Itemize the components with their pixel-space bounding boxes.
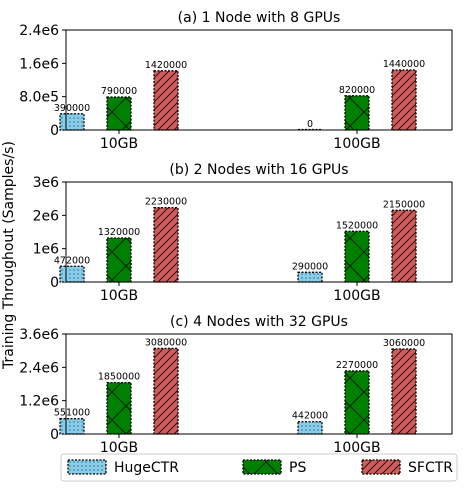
- y-tick-label: 0: [50, 427, 59, 443]
- data-label: 1520000: [336, 220, 378, 231]
- data-label: 3080000: [145, 337, 187, 348]
- legend-entry-ps: PS: [242, 459, 306, 476]
- data-label: 2230000: [145, 197, 187, 208]
- legend-label: SFCTR: [408, 460, 453, 476]
- data-label: 1320000: [98, 227, 140, 238]
- y-tick-label: 2.4e6: [19, 23, 59, 39]
- y-tick-label: 2.4e6: [19, 360, 59, 376]
- x-tick-label: 100GB: [333, 288, 380, 304]
- legend: HugeCTR PS SFCTR: [60, 453, 458, 482]
- data-label: 290000: [292, 261, 328, 272]
- bar-ps-100gb: [344, 370, 370, 435]
- plot-frame: [65, 333, 453, 435]
- data-label: 820000: [339, 85, 375, 96]
- chart-panel-3: (c) 4 Nodes with 32 GPUs 0 1.2e6 2.4e6 3.6e6…: [19, 314, 453, 456]
- plot-frame: [65, 29, 453, 131]
- bar-ps-10gb: [106, 381, 132, 435]
- bar-ps-10gb: [106, 237, 132, 283]
- x-tick-label: 10GB: [100, 440, 138, 456]
- x-tick-label: 100GB: [333, 136, 380, 152]
- bar-hugectr-10gb: [59, 113, 85, 131]
- bar-sfctr-100gb: [391, 69, 417, 131]
- plot-frame: [65, 181, 453, 283]
- data-label: 442000: [292, 411, 328, 422]
- bar-hugectr-10gb: [59, 265, 85, 283]
- legend-entry-sfctr: SFCTR: [361, 459, 453, 476]
- data-label: 390000: [54, 103, 90, 114]
- y-tick-label: 1.6e6: [19, 56, 59, 72]
- y-tick-label: 0: [50, 123, 59, 139]
- bar-sfctr-100gb: [391, 348, 417, 435]
- legend-label: HugeCTR: [114, 460, 179, 476]
- x-tick-label: 100GB: [333, 440, 380, 456]
- y-tick-label: 0: [50, 275, 59, 291]
- bar-sfctr-100gb: [391, 209, 417, 283]
- y-tick-label: 1e6: [33, 242, 60, 258]
- data-label: 0: [307, 119, 313, 130]
- y-tick-label: 3e6: [33, 175, 60, 191]
- data-label: 472000: [54, 255, 90, 266]
- bar-ps-10gb: [106, 96, 132, 131]
- data-label: 2150000: [383, 199, 425, 210]
- chart-title: (b) 2 Nodes with 16 GPUs: [169, 162, 348, 178]
- y-tick-label: 2e6: [33, 208, 60, 224]
- data-label: 3060000: [383, 338, 425, 349]
- y-tick-label: 3.6e6: [19, 327, 59, 343]
- bar-ps-100gb: [344, 230, 370, 283]
- chart-title: (a) 1 Node with 8 GPUs: [178, 10, 341, 26]
- bar-hugectr-100gb: [297, 421, 323, 435]
- data-label: 551000: [54, 408, 90, 419]
- data-label: 1420000: [145, 60, 187, 71]
- legend-label: PS: [289, 460, 306, 476]
- data-label: 2270000: [336, 360, 378, 371]
- chart-title: (c) 4 Nodes with 32 GPUs: [170, 314, 348, 330]
- bar-sfctr-10gb: [153, 347, 179, 435]
- y-tick-label: 8.0e5: [19, 90, 59, 106]
- bar-sfctr-10gb: [153, 70, 179, 131]
- figure-y-axis-label: Training Throughout (Samples/s): [1, 141, 17, 370]
- chart-panel-2: (b) 2 Nodes with 16 GPUs 0 1e6 2e6 3e6 472000…: [33, 162, 453, 304]
- chart-panel-1: (a) 1 Node with 8 GPUs 0 8.0e5 1.6e6 2.4e6 39…: [19, 10, 453, 152]
- x-tick-label: 10GB: [100, 136, 138, 152]
- x-tick-label: 10GB: [100, 288, 138, 304]
- data-label: 1850000: [98, 372, 140, 383]
- bar-sfctr-10gb: [153, 207, 179, 283]
- legend-entry-hugectr: HugeCTR: [67, 459, 179, 476]
- y-tick-label: 1.2e6: [19, 394, 59, 410]
- data-label: 790000: [101, 86, 137, 97]
- bar-ps-100gb: [344, 95, 370, 131]
- data-label: 1440000: [383, 59, 425, 70]
- bar-hugectr-100gb: [297, 271, 323, 283]
- bar-hugectr-10gb: [59, 418, 85, 435]
